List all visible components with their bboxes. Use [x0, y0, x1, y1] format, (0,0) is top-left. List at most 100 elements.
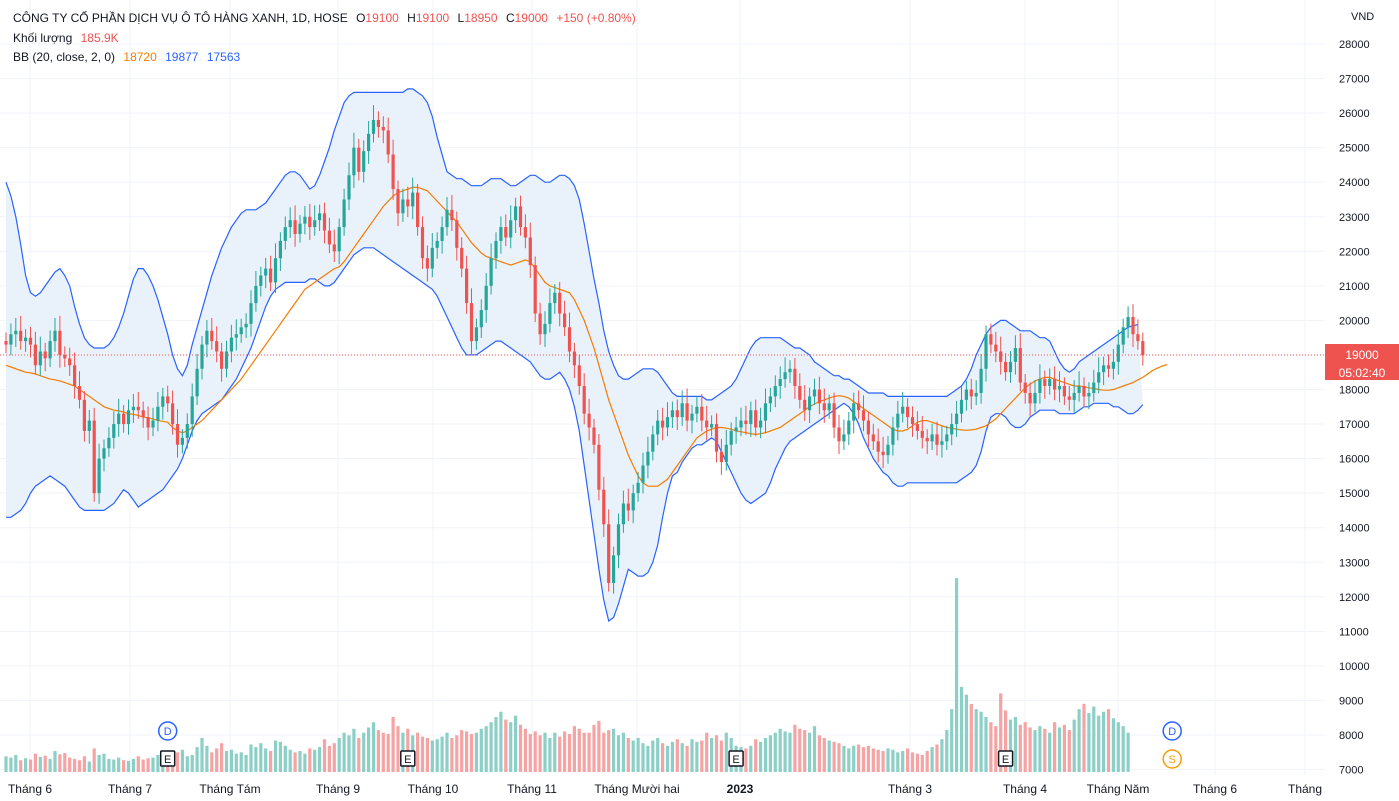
candle-body: [156, 406, 160, 421]
volume-bar: [1097, 715, 1101, 772]
volume-bar: [342, 732, 346, 772]
candle-body: [592, 427, 596, 445]
volume-bar: [220, 743, 224, 772]
candle-body: [195, 368, 199, 397]
volume-bar: [318, 747, 322, 772]
volume-bar: [891, 749, 895, 772]
candle-body: [234, 334, 238, 338]
candle-body: [543, 323, 547, 335]
candle-body: [553, 292, 557, 304]
volume-bar: [768, 735, 772, 772]
candle-body: [641, 465, 645, 483]
volume-bar: [465, 731, 469, 772]
candle-body: [161, 396, 165, 407]
candle-body: [979, 368, 983, 393]
candle-body: [852, 403, 856, 421]
volume-bar: [48, 758, 52, 772]
volume-bar: [788, 732, 792, 772]
candle-body: [425, 258, 429, 269]
dividend-marker: [1162, 721, 1182, 741]
volume-bar: [112, 759, 116, 772]
volume-bar: [504, 719, 508, 772]
earnings-marker: [400, 750, 416, 767]
earnings-marker: [728, 750, 744, 767]
legend-bb-row[interactable]: BB (20, close, 2, 0) 18720 19877 17563: [13, 50, 245, 64]
volume-bar: [357, 737, 361, 772]
candle-body: [420, 227, 425, 259]
volume-bar: [1126, 732, 1130, 772]
candle-body: [832, 403, 836, 428]
volume-bar: [901, 751, 905, 772]
volume-bar: [587, 732, 591, 772]
candle-body: [1004, 361, 1008, 373]
volume-bar: [959, 686, 964, 772]
candle-body: [631, 493, 635, 511]
symbol-title[interactable]: CÔNG TY CỔ PHẦN DỊCH VỤ Ô TÔ HÀNG XANH, …: [13, 11, 348, 25]
y-tick-label: 16000: [1339, 454, 1370, 466]
candle-body: [200, 344, 204, 369]
volume-bar: [269, 751, 273, 772]
volume-bar: [396, 726, 400, 772]
volume-bar: [607, 730, 611, 772]
candle-body: [479, 310, 483, 328]
candle-body: [210, 330, 214, 342]
price-axis[interactable]: 7000 8000 9000 10000 11000 12000 13000 14000 150…: [1339, 39, 1370, 777]
split-marker-label: S: [1169, 754, 1176, 766]
legend-volume-row[interactable]: Khối lượng 185.9K: [13, 31, 124, 45]
close-value: 19000: [514, 11, 548, 25]
volume-bar: [754, 739, 758, 772]
high-label: H: [407, 11, 416, 25]
earnings-marker: [159, 750, 176, 767]
last-price-value: 19000: [1345, 348, 1379, 362]
candle-body: [793, 368, 797, 387]
time-axis[interactable]: Tháng 6 Tháng 7 Tháng Tám Tháng 9 Tháng 10 Th…: [8, 782, 1322, 796]
candle-body: [303, 216, 307, 224]
volume-bar: [592, 724, 596, 772]
candle-body: [577, 365, 581, 387]
candle-body: [994, 344, 998, 352]
y-tick-label: 25000: [1339, 143, 1370, 155]
candle-body: [1028, 392, 1032, 404]
candle-body: [141, 410, 145, 418]
volume-bar: [964, 694, 968, 772]
candle-body: [342, 199, 346, 228]
candle-body: [474, 327, 478, 342]
candle-body: [416, 192, 420, 228]
candle-body: [136, 406, 140, 411]
y-tick-label: 11000: [1339, 626, 1369, 638]
candle-body: [494, 240, 498, 259]
candle-body: [509, 220, 513, 238]
y-tick-label: 7000: [1339, 765, 1363, 777]
candle-body: [690, 413, 694, 421]
candle-body: [244, 323, 248, 328]
candle-body: [685, 403, 689, 421]
volume-value: 185.9K: [80, 31, 119, 45]
volume-bar: [749, 745, 753, 772]
candle-body: [1131, 316, 1135, 335]
volume-bar: [1053, 722, 1057, 772]
candle-body: [1038, 379, 1042, 393]
volume-bar: [362, 732, 366, 772]
candle-body: [367, 133, 371, 152]
event-markers[interactable]: D E E E E D S: [157, 721, 1182, 769]
x-tick-label: Tháng 10: [408, 782, 459, 796]
candle-body: [881, 451, 885, 456]
candle-body: [239, 327, 243, 335]
volume-bar: [107, 758, 111, 772]
volume-bar: [710, 737, 714, 772]
volume-bar: [994, 726, 998, 772]
candle-body: [724, 444, 728, 463]
volume-bar: [146, 758, 150, 772]
volume-bar: [509, 722, 513, 772]
volume-bar: [175, 752, 180, 772]
y-tick-label: 26000: [1339, 108, 1370, 120]
candle-body: [886, 444, 890, 456]
volume-bar: [53, 751, 57, 772]
bb-lower-line: [6, 247, 1144, 623]
candle-body: [827, 403, 831, 411]
candle-body: [465, 268, 469, 304]
candle-body: [126, 410, 131, 425]
candle-body: [910, 417, 915, 425]
candle-body: [1018, 348, 1022, 383]
